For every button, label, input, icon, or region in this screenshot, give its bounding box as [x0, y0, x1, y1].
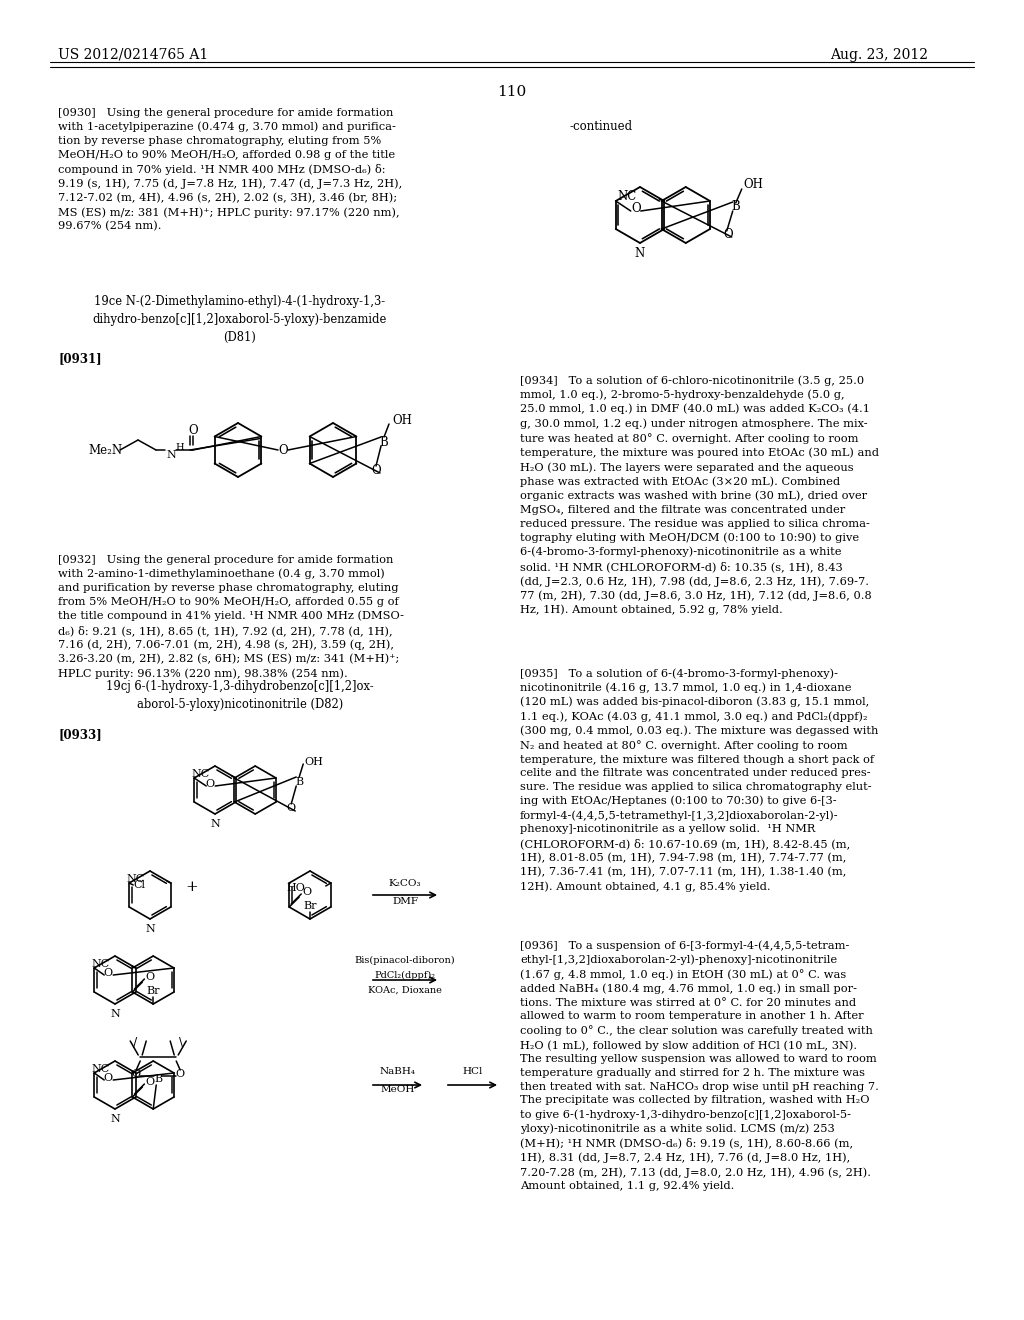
Text: N: N — [111, 1114, 120, 1125]
Text: PdCl₂(dppf)₂: PdCl₂(dppf)₂ — [375, 970, 435, 979]
Text: 19cj 6-(1-hydroxy-1,3-dihydrobenzo[c][1,2]ox-
aborol-5-yloxy)nicotinonitrile (D8: 19cj 6-(1-hydroxy-1,3-dihydrobenzo[c][1,… — [106, 680, 374, 711]
Text: O: O — [287, 803, 296, 813]
Text: [0936]   To a suspension of 6-[3-formyl-4-(4,4,5,5-tetram-
ethyl-[1,3,2]dioxabor: [0936] To a suspension of 6-[3-formyl-4-… — [520, 940, 879, 1191]
Text: N: N — [166, 450, 176, 459]
Text: DMF: DMF — [392, 896, 418, 906]
Text: Br: Br — [146, 986, 160, 997]
Text: Bis(pinacol-diboron): Bis(pinacol-diboron) — [354, 956, 456, 965]
Text: O: O — [145, 1077, 155, 1086]
Text: O: O — [206, 779, 215, 789]
Text: H: H — [175, 442, 183, 451]
Text: -continued: -continued — [570, 120, 633, 133]
Text: 110: 110 — [498, 84, 526, 99]
Text: Br: Br — [303, 902, 316, 911]
Text: OH: OH — [304, 756, 324, 767]
Text: NaBH₄: NaBH₄ — [380, 1067, 416, 1076]
Text: US 2012/0214765 A1: US 2012/0214765 A1 — [58, 48, 208, 62]
Text: O: O — [371, 463, 381, 477]
Text: N: N — [210, 818, 220, 829]
Text: Cl: Cl — [133, 880, 145, 890]
Text: \: \ — [179, 1036, 183, 1049]
Text: B: B — [380, 436, 388, 449]
Text: O: O — [132, 1069, 140, 1078]
Text: N: N — [635, 247, 645, 260]
Text: [0931]: [0931] — [58, 352, 101, 366]
Text: HO: HO — [286, 883, 305, 894]
Text: [0934]   To a solution of 6-chloro-nicotinonitrile (3.5 g, 25.0
mmol, 1.0 eq.), : [0934] To a solution of 6-chloro-nicotin… — [520, 375, 879, 615]
Text: NC: NC — [91, 960, 110, 969]
Text: O: O — [188, 424, 198, 437]
Text: O: O — [303, 887, 311, 898]
Text: Aug. 23, 2012: Aug. 23, 2012 — [830, 48, 928, 62]
Text: O: O — [723, 228, 732, 242]
Text: [0932]   Using the general procedure for amide formation
with 2-amino-1-dimethyl: [0932] Using the general procedure for a… — [58, 554, 404, 678]
Text: O: O — [103, 1073, 113, 1082]
Text: O: O — [103, 968, 113, 978]
Text: MeOH: MeOH — [381, 1085, 415, 1094]
Text: NC: NC — [127, 874, 144, 884]
Text: OH: OH — [743, 178, 764, 191]
Text: NC: NC — [191, 770, 210, 779]
Text: NC: NC — [91, 1064, 110, 1074]
Text: B: B — [295, 777, 303, 787]
Text: [0933]: [0933] — [58, 729, 101, 741]
Text: N: N — [145, 924, 155, 935]
Text: NC: NC — [617, 190, 636, 203]
Text: OH: OH — [392, 413, 412, 426]
Text: KOAc, Dioxane: KOAc, Dioxane — [368, 986, 442, 994]
Text: O: O — [176, 1069, 184, 1078]
Text: Me₂N: Me₂N — [88, 444, 122, 457]
Text: +: + — [185, 880, 199, 894]
Text: [0935]   To a solution of 6-(4-bromo-3-formyl-phenoxy)-
nicotinonitrile (4.16 g,: [0935] To a solution of 6-(4-bromo-3-for… — [520, 668, 879, 892]
Text: [0930]   Using the general procedure for amide formation
with 1-acetylpiperazine: [0930] Using the general procedure for a… — [58, 108, 402, 231]
Text: O: O — [279, 444, 288, 457]
Text: K₂CO₃: K₂CO₃ — [389, 879, 421, 887]
Text: N: N — [111, 1008, 120, 1019]
Text: 19ce N-(2-Dimethylamino-ethyl)-4-(1-hydroxy-1,3-
dihydro-benzo[c][1,2]oxaborol-5: 19ce N-(2-Dimethylamino-ethyl)-4-(1-hydr… — [93, 294, 387, 345]
Text: O: O — [145, 972, 155, 982]
Text: O: O — [631, 202, 641, 215]
Text: B: B — [155, 1074, 162, 1084]
Text: /: / — [133, 1036, 137, 1049]
Text: HCl: HCl — [463, 1067, 483, 1076]
Text: B: B — [731, 201, 740, 214]
